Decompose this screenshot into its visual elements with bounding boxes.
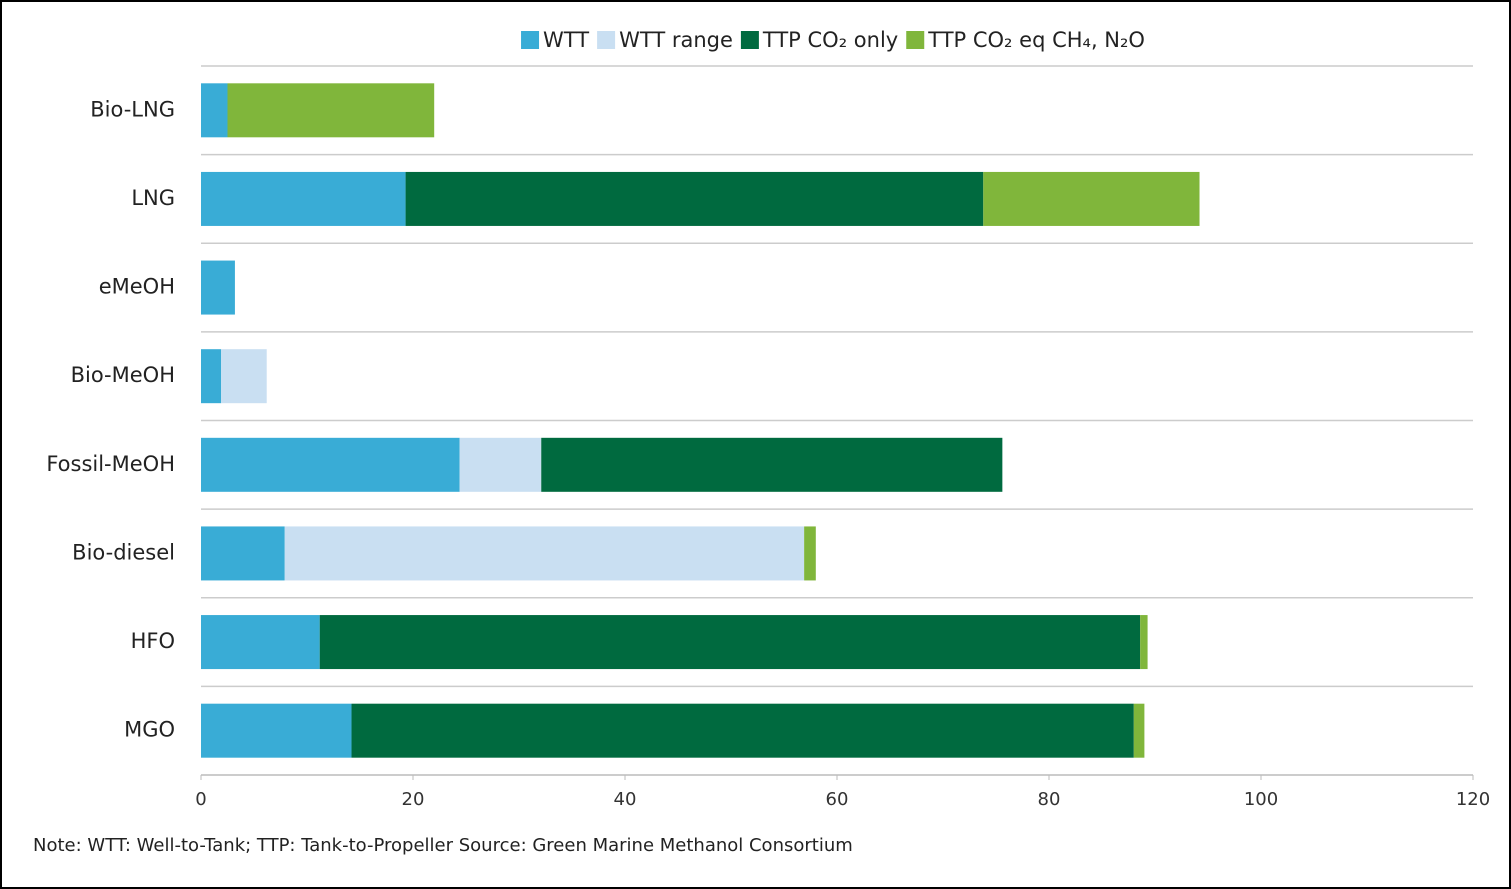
bar-segment	[284, 526, 805, 581]
legend-swatch	[521, 31, 540, 49]
category-label: MGO	[124, 718, 175, 742]
category-label: eMeOH	[99, 275, 175, 299]
category-label: Bio-MeOH	[71, 363, 175, 387]
category-label: Bio-LNG	[90, 97, 175, 121]
bar-segment	[201, 526, 285, 581]
x-tick-label: 40	[614, 789, 637, 810]
bar-segment	[201, 171, 406, 226]
category-label: Fossil-MeOH	[46, 452, 175, 476]
bar-segment	[201, 437, 460, 492]
category-label: Bio-diesel	[72, 540, 175, 564]
x-tick-label: 0	[195, 789, 206, 810]
bar-segment	[1133, 703, 1145, 758]
category-label: HFO	[131, 629, 175, 653]
x-tick-label: 120	[1456, 789, 1490, 810]
legend-label: TTP CO₂ eq CH₄, N₂O	[927, 28, 1145, 52]
bar-segment	[405, 171, 984, 226]
bar-segment	[201, 260, 235, 315]
bar-segment	[319, 615, 1141, 670]
note: Note: WTT: Well-to-Tank; TTP: Tank-to-Pr…	[33, 835, 853, 856]
bar-segment	[351, 703, 1134, 758]
legend-swatch	[906, 31, 925, 49]
x-tick-label: 20	[402, 789, 425, 810]
bar-segment	[201, 703, 352, 758]
bar-segment	[221, 349, 267, 404]
bar-segment	[459, 437, 542, 492]
x-tick-label: 80	[1038, 789, 1061, 810]
bar-segment	[541, 437, 1003, 492]
legend-swatch	[740, 31, 759, 49]
legend-label: WTT	[543, 28, 589, 52]
bar-segment	[201, 615, 320, 670]
x-tick-label: 60	[826, 789, 849, 810]
legend-label: WTT range	[619, 28, 733, 52]
bar-segment	[804, 526, 816, 581]
x-tick-label: 100	[1244, 789, 1278, 810]
bar-segment	[983, 171, 1200, 226]
bar-segment	[201, 349, 222, 404]
legend-swatch	[597, 31, 616, 49]
legend-label: TTP CO₂ only	[762, 28, 898, 52]
bar-segment	[201, 83, 228, 138]
bar-segment	[1140, 615, 1148, 670]
bar-segment	[227, 83, 435, 138]
category-label: LNG	[131, 186, 175, 210]
